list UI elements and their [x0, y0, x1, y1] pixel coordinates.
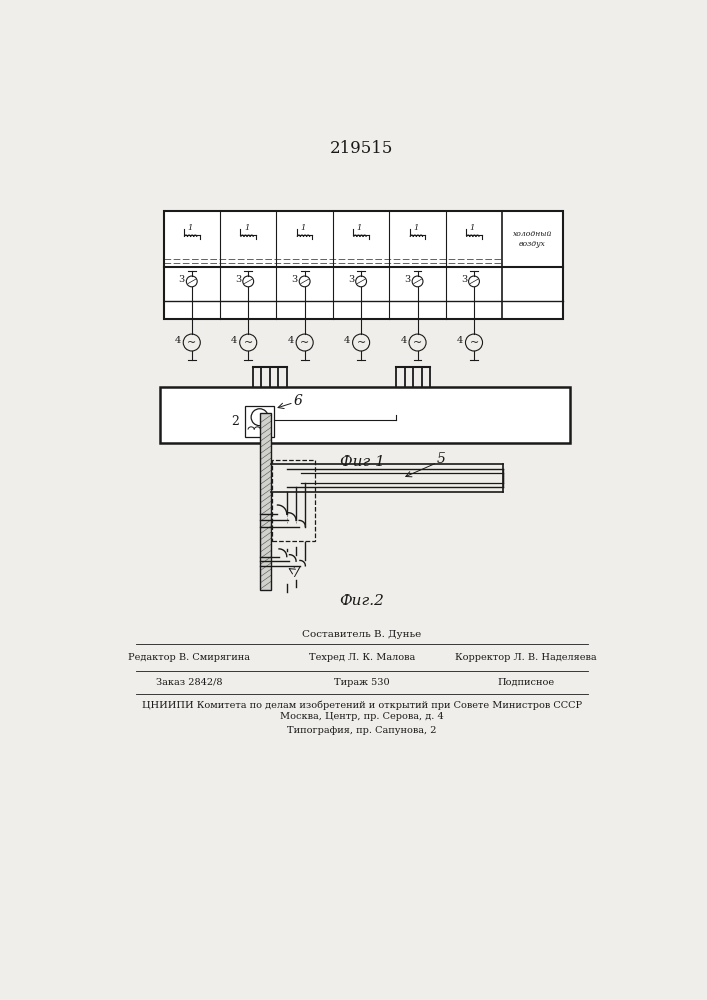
Text: Корректор Л. В. Наделяева: Корректор Л. В. Наделяева — [455, 653, 597, 662]
Text: 1: 1 — [469, 224, 475, 232]
Text: 1: 1 — [414, 224, 419, 232]
Text: 4: 4 — [344, 336, 350, 345]
Text: Фиг 1: Фиг 1 — [339, 455, 385, 469]
Text: Редактор В. Смирягина: Редактор В. Смирягина — [128, 653, 250, 662]
Text: 4: 4 — [400, 336, 407, 345]
Text: 3: 3 — [235, 275, 241, 284]
Text: 1: 1 — [357, 224, 362, 232]
Text: 3: 3 — [404, 275, 411, 284]
Text: 2: 2 — [231, 415, 239, 428]
Text: Тираж 530: Тираж 530 — [334, 678, 390, 687]
Text: 1: 1 — [187, 224, 193, 232]
Text: ~: ~ — [469, 338, 479, 348]
Bar — [163, 211, 563, 319]
Text: 4: 4 — [288, 336, 294, 345]
Text: Заказ 2842/8: Заказ 2842/8 — [156, 678, 223, 687]
Text: Типография, пр. Сапунова, 2: Типография, пр. Сапунова, 2 — [287, 726, 437, 735]
Text: 4: 4 — [231, 336, 238, 345]
Text: ~: ~ — [356, 338, 366, 348]
Text: 4: 4 — [457, 336, 463, 345]
Text: 6: 6 — [293, 394, 302, 408]
Text: ЦНИИПИ Комитета по делам изобретений и открытий при Совете Министров СССР: ЦНИИПИ Комитета по делам изобретений и о… — [142, 700, 582, 710]
Text: ~: ~ — [300, 338, 309, 348]
Text: 5: 5 — [436, 452, 445, 466]
Text: 3: 3 — [179, 275, 185, 284]
Text: Составитель В. Дунье: Составитель В. Дунье — [303, 630, 421, 639]
Text: 7: 7 — [292, 566, 300, 580]
Text: Москва, Центр, пр. Серова, д. 4: Москва, Центр, пр. Серова, д. 4 — [280, 712, 444, 721]
Bar — [160, 387, 571, 443]
Text: 1: 1 — [300, 224, 306, 232]
Text: ~: ~ — [413, 338, 422, 348]
Text: 1: 1 — [244, 224, 250, 232]
Text: 3: 3 — [348, 275, 354, 284]
Text: 4: 4 — [175, 336, 181, 345]
Bar — [272, 460, 315, 541]
Bar — [245, 406, 274, 437]
Text: 3: 3 — [461, 275, 467, 284]
Text: Фиг.2: Фиг.2 — [339, 594, 385, 608]
Text: 3: 3 — [291, 275, 298, 284]
Text: Подписное: Подписное — [498, 678, 555, 687]
Text: холодный
воздух: холодный воздух — [513, 230, 552, 248]
Text: 219515: 219515 — [330, 140, 394, 157]
Text: ~: ~ — [244, 338, 253, 348]
Text: Техред Л. К. Малова: Техред Л. К. Малова — [309, 653, 415, 662]
Bar — [260, 413, 271, 590]
Text: ~: ~ — [187, 338, 197, 348]
